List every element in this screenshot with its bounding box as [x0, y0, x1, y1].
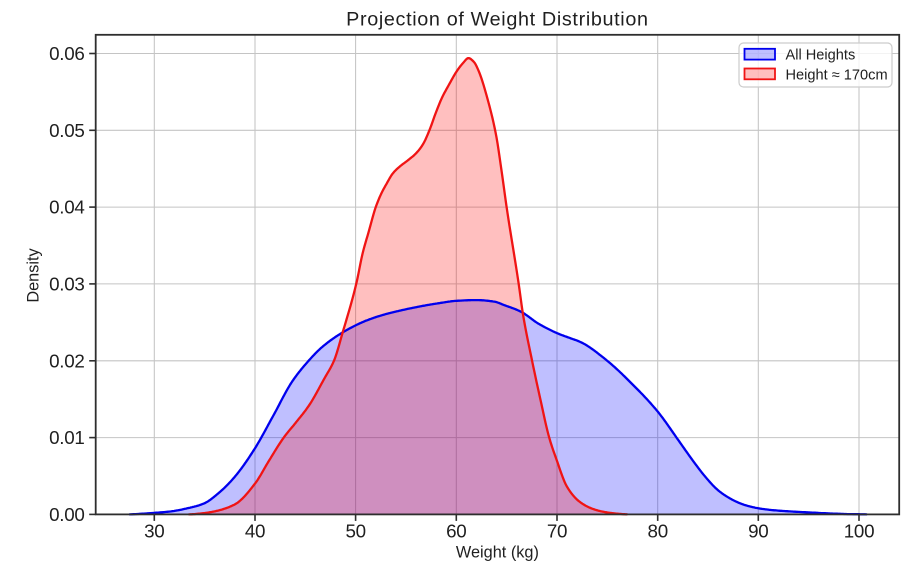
svg-text:40: 40 [245, 521, 265, 542]
svg-text:Projection of Weight Distribut: Projection of Weight Distribution [346, 9, 649, 31]
svg-text:50: 50 [345, 521, 365, 542]
svg-text:Weight (kg): Weight (kg) [456, 544, 539, 562]
svg-text:0.02: 0.02 [49, 350, 84, 371]
svg-text:Height ≈ 170cm: Height ≈ 170cm [786, 67, 888, 83]
svg-text:100: 100 [844, 521, 874, 542]
svg-text:Density: Density [24, 247, 42, 302]
svg-text:30: 30 [144, 521, 164, 542]
svg-text:0.04: 0.04 [49, 197, 84, 218]
svg-text:All Heights: All Heights [786, 48, 856, 64]
svg-text:90: 90 [748, 521, 768, 542]
svg-text:0.06: 0.06 [49, 43, 84, 64]
svg-text:70: 70 [547, 521, 567, 542]
svg-text:80: 80 [648, 521, 668, 542]
svg-text:0.03: 0.03 [49, 274, 84, 295]
svg-text:0.05: 0.05 [49, 120, 84, 141]
svg-text:0.00: 0.00 [49, 504, 84, 525]
svg-text:0.01: 0.01 [49, 427, 84, 448]
svg-text:60: 60 [446, 521, 466, 542]
